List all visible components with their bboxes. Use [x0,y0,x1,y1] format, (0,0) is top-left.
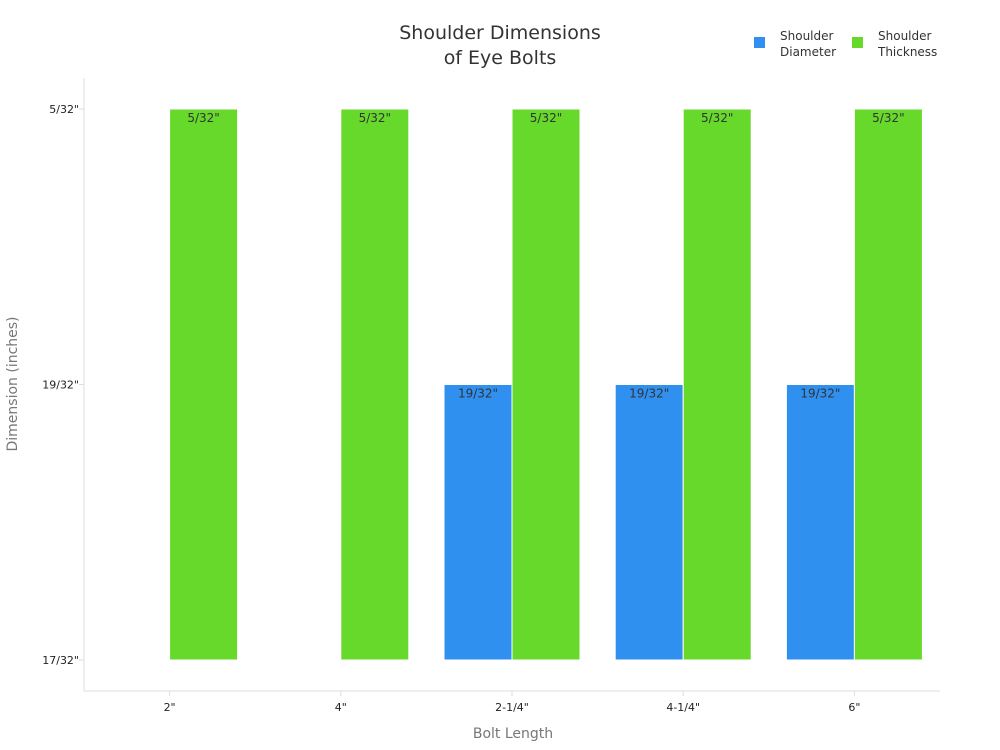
legend-swatch-diameter [754,37,765,48]
legend-label-thickness-line-2: Thickness [877,45,937,59]
bar-shoulder-thickness [169,108,239,661]
y-tick-label: 5/32" [49,103,79,116]
y-ticks: 5/32" 19/32" 17/32" [42,103,84,667]
bar-shoulder-thickness [682,108,752,661]
chart-title-line-1: Shoulder Dimensions [399,22,601,44]
chart-title-line-2: of Eye Bolts [444,47,557,69]
bar-value-label: 5/32" [530,111,562,125]
bar-shoulder-thickness [511,108,581,661]
bars: 5/32" 5/32" 19/32" 5/32" 19/32" 5/32" 19/32" 5/… [169,108,923,661]
legend-label-diameter-line-1: Shoulder [780,29,834,43]
y-tick-label: 17/32" [42,654,79,667]
x-tick-label: 2" [164,701,176,714]
x-tick-label: 6" [848,701,860,714]
x-tick-label: 2-1/4" [495,701,529,714]
legend-label-thickness-line-1: Shoulder [878,29,932,43]
bar-shoulder-thickness [340,108,410,661]
x-tick-label: 4-1/4" [666,701,700,714]
bar-shoulder-thickness [853,108,923,661]
bar-value-label: 19/32" [800,387,840,401]
bar-shoulder-diameter [614,384,684,661]
bar-value-label: 5/32" [187,111,219,125]
bar-value-label: 5/32" [872,111,904,125]
bar-value-label: 19/32" [458,387,498,401]
legend-swatch-thickness [852,37,863,48]
legend: Shoulder Diameter Shoulder Thickness [754,29,937,59]
y-axis-title: Dimension (inches) [5,316,21,451]
y-tick-label: 19/32" [42,379,79,392]
bar-value-label: 5/32" [359,111,391,125]
bar-value-label: 5/32" [701,111,733,125]
x-tick-label: 4" [335,701,347,714]
x-axis-title: Bolt Length [473,726,553,742]
bar-shoulder-diameter [785,384,855,661]
bar-value-label: 19/32" [629,387,669,401]
bar-shoulder-diameter [443,384,513,661]
x-ticks: 2" 4" 2-1/4" 4-1/4" 6" [164,691,860,714]
legend-label-diameter-line-2: Diameter [780,45,836,59]
